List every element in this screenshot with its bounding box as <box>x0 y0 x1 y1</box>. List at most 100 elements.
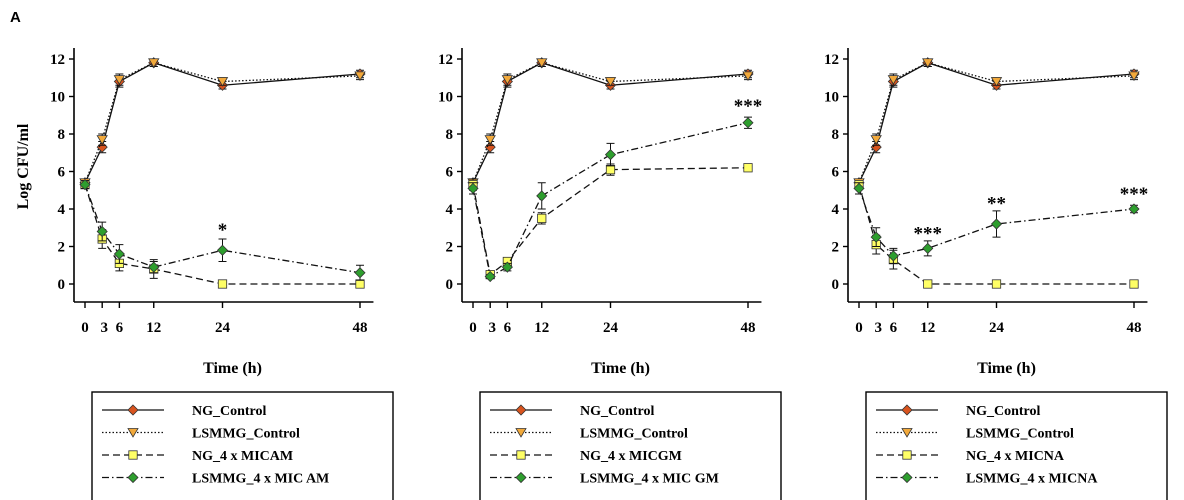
data-point <box>216 244 229 256</box>
data-point <box>113 75 126 85</box>
legend-marker <box>901 428 913 438</box>
series-2 <box>79 58 366 189</box>
x-tick-label: 12 <box>146 320 161 336</box>
y-tick-label: 10 <box>438 90 453 106</box>
series-3 <box>468 163 753 280</box>
legend-marker <box>516 450 526 460</box>
data-point <box>604 149 617 161</box>
series-line <box>858 188 1135 257</box>
legend-marker <box>901 404 913 416</box>
data-point <box>990 77 1003 87</box>
y-tick-label: 0 <box>832 277 840 293</box>
x-tick-label: 6 <box>504 320 512 336</box>
data-point <box>742 117 754 129</box>
y-tick-label: 8 <box>832 127 840 143</box>
x-tick-label: 3 <box>488 320 496 336</box>
y-tick-label: 0 <box>58 277 66 293</box>
data-point <box>991 279 1002 289</box>
data-point <box>217 279 228 289</box>
legend-marker <box>515 471 527 484</box>
data-point <box>79 179 91 191</box>
x-tick-label: 3 <box>874 320 882 336</box>
panel-letter: A <box>10 9 21 26</box>
data-point <box>1128 203 1140 215</box>
data-point <box>96 225 108 238</box>
data-point <box>216 77 229 87</box>
x-tick-label: 24 <box>215 320 231 336</box>
legend-label: NG_4 x MICNA <box>966 449 1065 464</box>
x-axis-title: Time (h) <box>591 360 650 377</box>
data-point <box>148 261 160 273</box>
x-tick-label: 48 <box>741 320 756 336</box>
legend-label: NG_Control <box>966 404 1041 419</box>
y-tick-label: 2 <box>832 240 840 256</box>
x-axis-title: Time (h) <box>203 360 262 377</box>
x-tick-label: 12 <box>920 320 935 336</box>
x-tick-label: 0 <box>81 320 89 336</box>
y-tick-label: 2 <box>58 240 66 256</box>
x-tick-label: 24 <box>603 320 619 336</box>
data-point <box>870 231 882 243</box>
series-4 <box>467 116 754 283</box>
x-tick-label: 12 <box>534 320 549 336</box>
data-point <box>354 267 366 279</box>
legend-marker <box>515 428 527 438</box>
series-2 <box>853 58 1140 189</box>
y-tick-label: 10 <box>50 90 65 106</box>
series-line <box>472 62 749 183</box>
legend: NG_Control LSMMG_Control NG_4 x MICNA LSMMG… <box>865 391 1168 500</box>
significance-annotation: *** <box>914 224 943 245</box>
significance-annotation: *** <box>734 96 763 117</box>
data-point <box>467 182 479 194</box>
x-axis-title: Time (h) <box>977 360 1036 377</box>
data-point <box>355 279 365 289</box>
legend-label: NG_Control <box>192 404 267 419</box>
data-point <box>990 218 1003 230</box>
data-point <box>1128 71 1140 82</box>
legend-marker <box>901 471 913 484</box>
data-point <box>501 75 514 85</box>
series-line <box>84 62 361 183</box>
x-tick-label: 3 <box>100 320 108 336</box>
legend-label: LSMMG_4 x MIC AM <box>192 472 329 487</box>
y-axis-title: Log CFU/ml <box>15 123 32 209</box>
y-tick-label: 6 <box>58 165 66 181</box>
significance-annotation: *** <box>1120 184 1149 205</box>
data-point <box>537 213 547 223</box>
legend-marker <box>127 471 139 484</box>
legend-label: LSMMG_Control <box>192 427 300 442</box>
y-tick-label: 0 <box>446 277 454 293</box>
data-point <box>484 270 496 283</box>
y-tick-label: 12 <box>50 52 65 68</box>
data-point <box>113 248 125 260</box>
legend-label: NG_Control <box>580 404 655 419</box>
series-line <box>472 122 749 278</box>
data-point <box>1129 279 1139 289</box>
series-4 <box>79 179 366 281</box>
y-tick-label: 4 <box>58 202 66 218</box>
data-point <box>923 279 933 289</box>
significance-annotation: * <box>218 220 228 241</box>
series-4 <box>853 182 1140 264</box>
y-tick-label: 8 <box>446 127 454 143</box>
significance-annotation: ** <box>987 194 1006 215</box>
data-point <box>148 58 160 69</box>
series-line <box>858 62 1135 183</box>
data-point <box>484 135 496 145</box>
data-point <box>742 71 754 82</box>
legend: NG_Control LSMMG_Control NG_4 x MICGM LSMMG… <box>479 391 782 500</box>
series-line <box>472 167 749 276</box>
data-point <box>743 163 753 173</box>
data-point <box>604 77 617 87</box>
legend-label: LSMMG_Control <box>580 427 688 442</box>
x-tick-label: 48 <box>353 320 368 336</box>
data-point <box>96 135 108 145</box>
data-point <box>922 242 934 254</box>
legend-label: LSMMG_4 x MIC GM <box>580 472 719 487</box>
x-tick-label: 24 <box>989 320 1005 336</box>
data-point <box>536 190 548 202</box>
x-tick-label: 6 <box>116 320 124 336</box>
